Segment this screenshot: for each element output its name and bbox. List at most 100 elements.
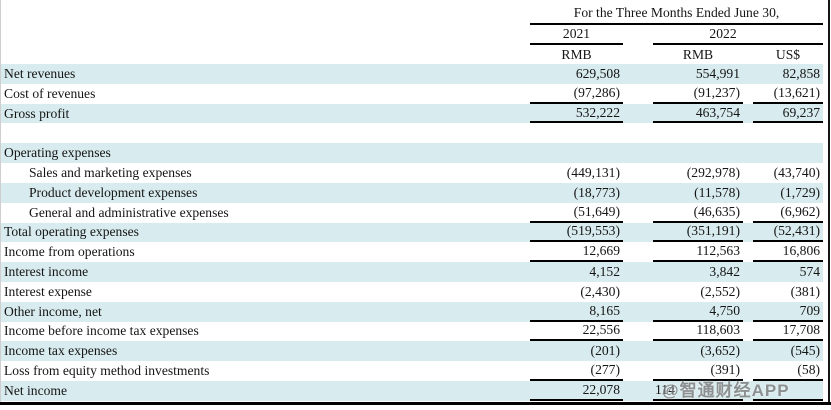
header-gap bbox=[743, 45, 753, 64]
value-2022-usd: 16,806 bbox=[753, 242, 824, 263]
value-2021-rmb: (519,553) bbox=[530, 222, 623, 243]
value-2021-rmb: 22,078 bbox=[530, 381, 623, 401]
value-2022-rmb: 112,563 bbox=[653, 242, 743, 263]
value-2022-usd: (545) bbox=[753, 341, 824, 362]
value-2021-rmb: (277) bbox=[530, 361, 623, 381]
value-2022-rmb: (3,652) bbox=[653, 341, 743, 362]
column-gap bbox=[623, 361, 653, 381]
value-2022-usd: (381) bbox=[790, 283, 821, 299]
value-2022-rmb bbox=[653, 143, 743, 164]
row-label: Income before income tax expenses bbox=[4, 323, 199, 339]
value-2021-rmb: (97,286) bbox=[530, 84, 623, 104]
value-2021-rmb: (51,649) bbox=[530, 203, 623, 223]
value-2021-rmb: (201) bbox=[530, 341, 623, 362]
row-label: Cost of revenues bbox=[4, 85, 96, 101]
value-2021-rmb: 629,508 bbox=[530, 64, 623, 84]
value-2022-usd bbox=[753, 123, 823, 143]
table-header: For the Three Months Ended June 30, 2021… bbox=[0, 0, 824, 64]
year-header-row: 2021 2022 bbox=[0, 25, 824, 45]
year-2022-header: 2022 bbox=[653, 25, 824, 45]
row-label bbox=[0, 123, 530, 143]
column-gap bbox=[623, 301, 653, 322]
row-label: Income tax expenses bbox=[0, 341, 530, 362]
column-gap bbox=[623, 322, 653, 342]
table-row: Income from operations 12,669 112,563 16,80… bbox=[0, 242, 824, 263]
column-gap bbox=[623, 341, 653, 362]
column-gap bbox=[623, 262, 653, 282]
row-label: Interest expense bbox=[4, 283, 92, 299]
column-gap bbox=[743, 143, 753, 164]
column-gap bbox=[743, 301, 753, 322]
table-row: Operating expenses bbox=[0, 143, 824, 164]
header-spacer bbox=[0, 0, 530, 25]
value-2022-rmb: 463,754 bbox=[653, 103, 743, 124]
table-row: Loss from equity method investments (277)… bbox=[0, 361, 824, 381]
column-gap bbox=[623, 381, 653, 401]
column-gap bbox=[623, 84, 653, 104]
period-header-row: For the Three Months Ended June 30, bbox=[0, 0, 824, 25]
value-2022-usd: (43,740) bbox=[773, 164, 821, 180]
value-2022-rmb: 114 bbox=[653, 381, 743, 401]
value-2022-usd: 574 bbox=[753, 262, 824, 282]
value-2022-rmb: 3,842 bbox=[653, 262, 743, 282]
column-gap bbox=[743, 322, 753, 342]
value-2021-rmb bbox=[530, 123, 623, 143]
table-row: Interest expense (2,430) (2,552) (381) bbox=[0, 282, 823, 302]
row-label: Loss from equity method investments bbox=[4, 363, 210, 379]
value-2021-rmb: 12,669 bbox=[530, 242, 623, 263]
value-2022-rmb: (2,552) bbox=[700, 283, 740, 299]
column-gap bbox=[623, 242, 653, 262]
row-label: Net income bbox=[0, 381, 530, 401]
column-gap bbox=[743, 84, 753, 104]
column-gap bbox=[743, 262, 753, 282]
value-2022-rmb: 118,603 bbox=[653, 322, 743, 342]
value-2022-rmb: (91,237) bbox=[653, 84, 743, 104]
row-label: Gross profit bbox=[0, 103, 530, 124]
column-gap bbox=[743, 163, 753, 183]
table-row: Product development expenses (18,773) (11,… bbox=[0, 182, 824, 203]
column-gap bbox=[743, 64, 753, 84]
column-gap bbox=[623, 282, 653, 302]
table-row: Sales and marketing expenses (449,131) (29… bbox=[0, 163, 823, 183]
value-2021-rmb: (18,773) bbox=[530, 182, 623, 203]
column-gap bbox=[623, 203, 653, 223]
table-row: Net revenues 629,508 554,991 82,858 bbox=[0, 64, 824, 84]
value-2022-rmb bbox=[653, 123, 743, 143]
row-label: Other income, net bbox=[0, 301, 530, 322]
row-label: Total operating expenses bbox=[0, 222, 530, 243]
column-gap bbox=[743, 381, 753, 401]
watermark: @智通财经APP bbox=[662, 381, 790, 400]
table-row bbox=[0, 123, 823, 143]
value-2022-rmb: 4,750 bbox=[653, 301, 743, 322]
column-gap bbox=[743, 282, 753, 302]
table-row: Income before income tax expenses 22,556 1… bbox=[0, 322, 824, 342]
value-2022-usd: 69,237 bbox=[753, 103, 824, 124]
year-2021-header: 2021 bbox=[530, 25, 623, 45]
value-2022-rmb: 554,991 bbox=[653, 64, 743, 84]
column-gap bbox=[623, 222, 653, 243]
value-2022-usd: (13,621) bbox=[753, 84, 824, 104]
header-gap bbox=[623, 45, 653, 64]
table-row: General and administrative expenses (51,6… bbox=[0, 203, 824, 223]
bottom-border-line bbox=[0, 402, 831, 405]
column-gap bbox=[743, 123, 753, 143]
value-2021-rmb: 8,165 bbox=[530, 301, 623, 322]
column-gap bbox=[743, 103, 753, 124]
value-2022-usd: 82,858 bbox=[753, 64, 824, 84]
column-gap bbox=[623, 123, 653, 143]
value-2021-rmb: 22,556 bbox=[530, 322, 623, 342]
column-gap bbox=[743, 341, 753, 362]
column-gap bbox=[623, 103, 653, 124]
column-gap bbox=[743, 203, 753, 223]
column-gap bbox=[623, 64, 653, 84]
row-label: Income from operations bbox=[4, 244, 135, 260]
value-2022-usd bbox=[753, 143, 824, 164]
column-gap bbox=[623, 182, 653, 203]
row-label: Interest income bbox=[0, 262, 530, 282]
value-2022-usd: (52,431) bbox=[753, 222, 824, 243]
right-border-line bbox=[828, 0, 830, 404]
value-2022-rmb: (391) bbox=[653, 361, 743, 381]
column-gap bbox=[623, 143, 653, 164]
column-gap bbox=[743, 222, 753, 243]
